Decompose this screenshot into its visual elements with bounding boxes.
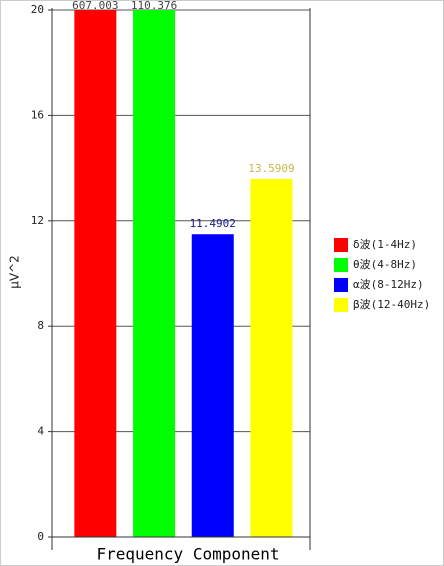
- y-tick-label: 0: [37, 530, 44, 543]
- value-label: 607.003: [72, 0, 118, 12]
- value-label: 13.5909: [248, 162, 294, 175]
- legend: δ波(1-4Hz) θ波(4-8Hz) α波(8-12Hz) β波(12-40Hz): [334, 238, 430, 312]
- bar: [133, 10, 176, 537]
- legend-label: α波(8-12Hz): [353, 278, 424, 291]
- legend-swatch: [334, 298, 348, 312]
- legend-swatch: [334, 258, 348, 272]
- bar: [191, 234, 234, 537]
- value-label: 110.376: [131, 0, 177, 12]
- legend-label: δ波(1-4Hz): [353, 238, 417, 251]
- value-label: 11.4902: [190, 217, 236, 230]
- y-tick-label: 4: [37, 425, 44, 438]
- legend-swatch: [334, 238, 348, 252]
- value-labels: 607.003 110.376 11.4902 13.5909: [72, 0, 294, 230]
- bar: [250, 178, 293, 537]
- y-axis-label: μV^2: [8, 255, 22, 289]
- legend-label: θ波(4-8Hz): [353, 258, 417, 271]
- bar: [74, 10, 117, 537]
- y-tick-label: 12: [31, 214, 44, 227]
- y-tick-label: 16: [31, 108, 44, 121]
- y-tick-label: 20: [31, 3, 44, 16]
- x-axis-label: Frequency Component: [96, 545, 279, 564]
- legend-label: β波(12-40Hz): [353, 298, 430, 311]
- legend-swatch: [334, 278, 348, 292]
- bars: [74, 10, 293, 537]
- y-tick-label: 8: [37, 319, 44, 332]
